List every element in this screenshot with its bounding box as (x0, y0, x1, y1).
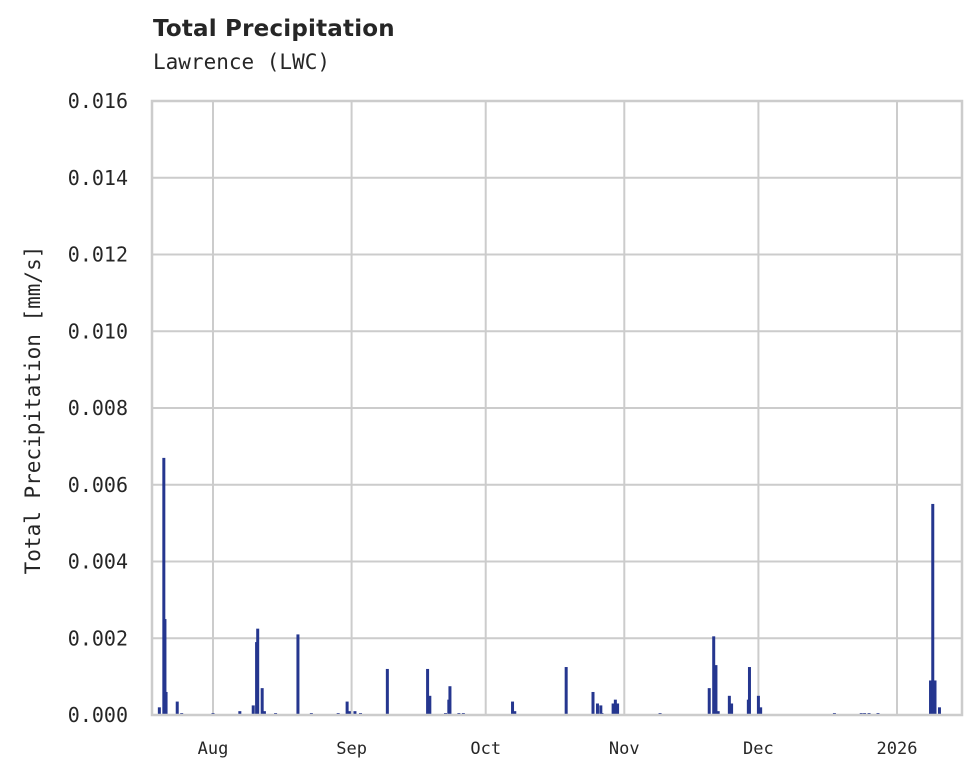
chart-title: Total Precipitation (153, 16, 395, 42)
precipitation-bar (747, 667, 751, 715)
x-tick-label: Dec (743, 739, 774, 759)
precipitation-bars (157, 457, 941, 715)
precipitation-bar (599, 705, 603, 715)
precipitation-bar (448, 686, 452, 715)
precipitation-bar (759, 707, 763, 715)
x-tick-label: 2026 (877, 739, 918, 759)
y-tick-label: 0.008 (68, 396, 128, 420)
y-tick-label: 0.016 (68, 89, 128, 113)
precipitation-bar (613, 699, 617, 715)
precipitation-bar (353, 711, 357, 715)
precipitation-bar (262, 711, 266, 715)
precipitation-bar (345, 701, 349, 715)
precipitation-bar (428, 695, 432, 715)
x-axis-ticks: Aug Sep Oct Nov Dec 2026 (198, 739, 918, 759)
y-tick-label: 0.006 (68, 473, 128, 497)
x-tick-label: Oct (470, 739, 501, 759)
plot-frame (150, 99, 964, 717)
precipitation-bar (591, 691, 595, 715)
precipitation-bar (714, 665, 718, 715)
precipitation-bar (385, 668, 389, 715)
y-tick-label: 0.000 (68, 703, 128, 727)
precipitation-bar (707, 688, 711, 715)
precipitation-bar (937, 707, 941, 715)
precipitation-bar (513, 711, 517, 715)
precipitation-bar (164, 691, 168, 715)
precipitation-bar (175, 701, 179, 715)
x-tick-label: Sep (336, 739, 367, 759)
precipitation-bar (595, 703, 599, 715)
precipitation-bar (426, 668, 430, 715)
chart-subtitle: Lawrence (LWC) (153, 50, 331, 74)
precipitation-bar (347, 711, 351, 715)
y-tick-label: 0.010 (68, 319, 128, 343)
precipitation-bar (727, 695, 731, 715)
precipitation-bar (564, 667, 568, 715)
precipitation-bar (931, 503, 935, 715)
y-tick-label: 0.004 (68, 550, 128, 574)
y-axis-label: Total Precipitation [mm/s] (21, 246, 45, 575)
gridlines (152, 100, 962, 716)
precipitation-bar (256, 628, 260, 715)
precipitation-bar (756, 695, 760, 715)
precipitation-bar (716, 711, 720, 715)
precipitation-bar (296, 634, 300, 715)
precipitation-bar (251, 705, 255, 715)
x-tick-label: Aug (198, 739, 229, 759)
precipitation-bar (616, 703, 620, 715)
y-axis-ticks: 0.000 0.002 0.004 0.006 0.008 0.010 0.012 0.014… (68, 89, 128, 727)
y-tick-label: 0.014 (68, 166, 128, 190)
precipitation-bar (929, 680, 933, 715)
precipitation-bar (611, 703, 615, 715)
precipitation-bar (511, 701, 515, 715)
precipitation-bar (260, 688, 264, 715)
precipitation-bar (933, 680, 937, 715)
precipitation-bar (157, 707, 161, 715)
precipitation-bar (162, 457, 166, 715)
precipitation-bar (712, 636, 716, 715)
precipitation-bar (163, 619, 167, 715)
precipitation-bar (730, 703, 734, 715)
y-tick-label: 0.002 (68, 626, 128, 650)
precipitation-bar (238, 711, 242, 715)
y-tick-label: 0.012 (68, 243, 128, 267)
x-tick-label: Nov (609, 739, 640, 759)
